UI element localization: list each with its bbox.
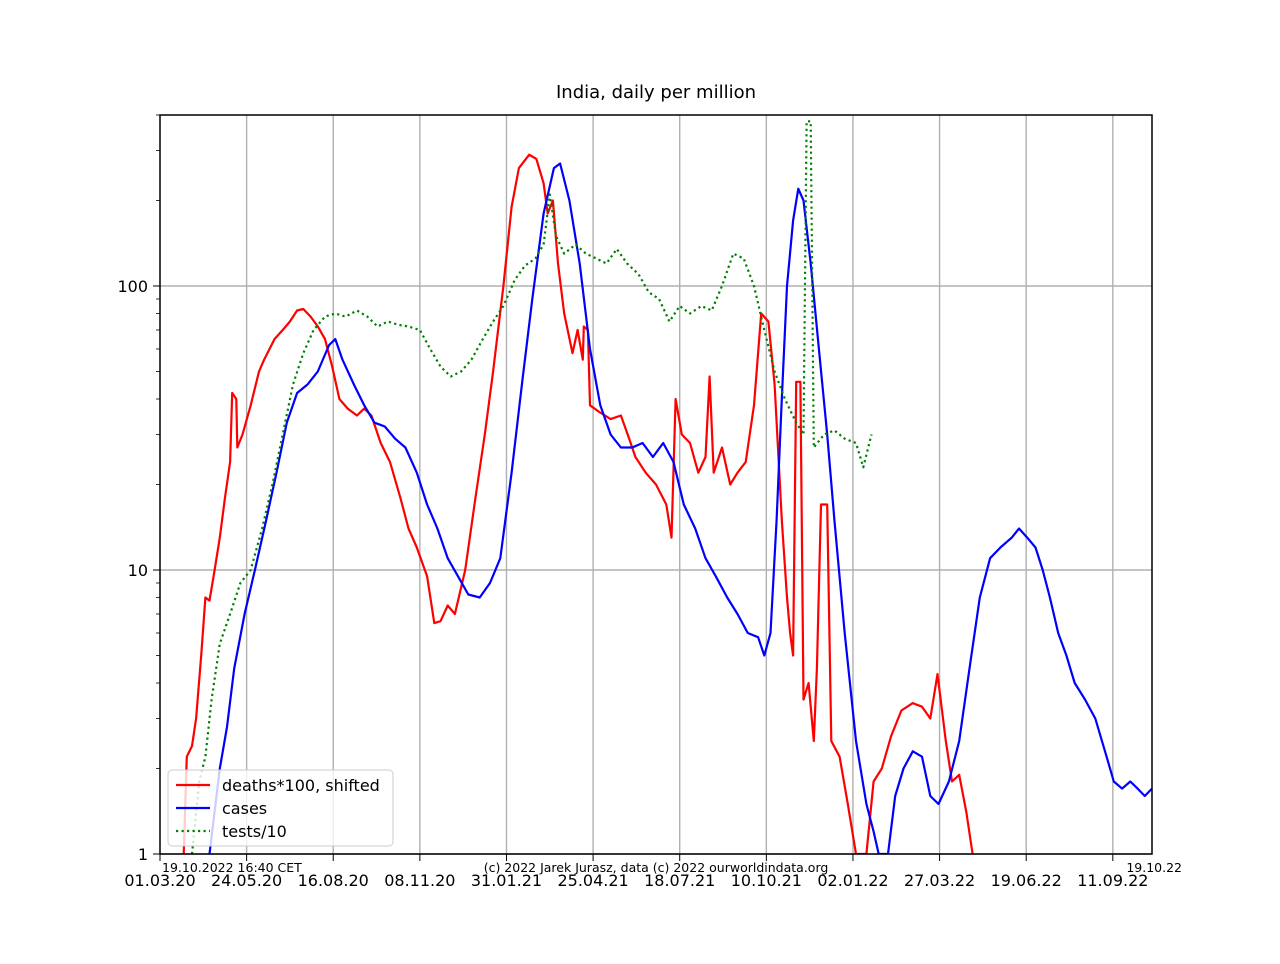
series-line-deaths [182,153,974,854]
chart-title: India, daily per million [556,82,756,103]
x-tick-label: 01.03.20 [124,871,195,890]
credit-annotation: (c) 2022 Jarek Jurasz, data (c) 2022 our… [484,860,829,875]
legend-label: deaths*100, shifted [222,776,380,795]
x-tick-label: 18.07.21 [644,871,715,890]
x-ticks: 01.03.20 24.05.20 16.08.20 08.11.20 31.01.21… [124,854,1148,890]
plot-frame [159,114,1153,855]
legend-label: cases [222,799,267,818]
end-date-annotation: 19.10.22 [1126,860,1182,875]
x-tick-label: 16.08.20 [298,871,369,890]
y-tick-label: 10 [128,561,148,580]
legend-box [167,769,394,847]
x-tick-label: 11.09.22 [1077,871,1148,890]
timestamp-annotation: 19.10.2022 16:40 CET [162,860,302,875]
series-line-cases [208,162,1152,854]
y-tick-label: 100 [117,277,148,296]
x-tick-label: 19.06.22 [991,871,1062,890]
y-tick-label: 1 [138,845,148,864]
legend: deaths*100, shifted cases tests/10 [167,769,394,847]
series-line-tests [190,120,873,854]
x-tick-label: 27.03.22 [904,871,975,890]
y-ticks: 1 10 100 [117,114,160,864]
x-tick-label: 02.01.22 [817,871,888,890]
x-tick-label: 25.04.21 [557,871,628,890]
series-lines [182,120,1152,854]
x-tick-label: 08.11.20 [384,871,455,890]
x-tick-label: 31.01.21 [471,871,542,890]
x-tick-label: 24.05.20 [211,871,282,890]
legend-label: tests/10 [222,822,287,841]
x-tick-label: 10.10.21 [731,871,802,890]
